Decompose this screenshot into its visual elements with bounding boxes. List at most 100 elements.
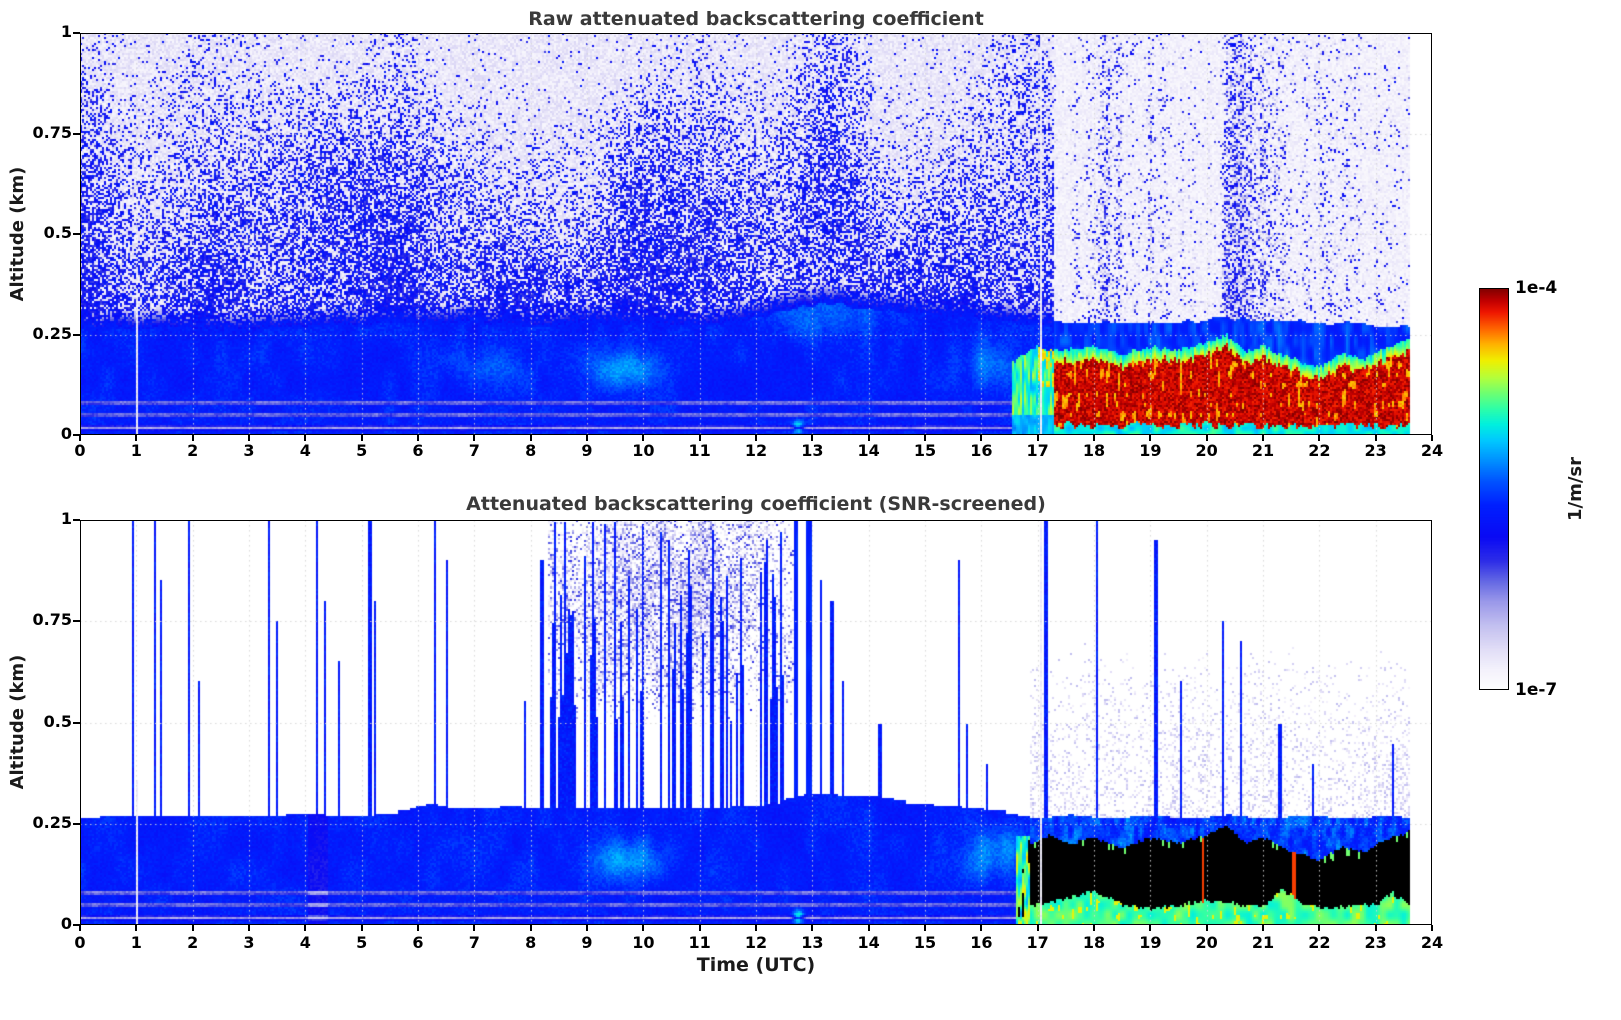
x-tick-label: 7	[468, 441, 480, 460]
x-tick-label: 17	[1026, 933, 1049, 952]
y-tick-mark	[73, 233, 80, 235]
x-tick-mark	[924, 435, 926, 441]
x-tick-label: 23	[1364, 441, 1387, 460]
x-tick-mark	[473, 925, 476, 931]
y-tick-label: 0.5	[43, 223, 72, 242]
x-tick-label: 14	[857, 933, 880, 952]
y-tick-label: 0.25	[32, 323, 72, 343]
x-tick-mark	[135, 435, 138, 441]
y-tick-label: 0.75	[32, 610, 72, 630]
x-tick-mark	[980, 435, 983, 441]
x-tick-mark	[924, 925, 926, 931]
x-tick-label: 18	[1082, 441, 1106, 460]
x-tick-label: 14	[857, 441, 880, 460]
x-tick-label: 18	[1082, 933, 1106, 952]
colorbar-max-label: 1e-4	[1515, 278, 1558, 298]
y-tick-mark	[73, 434, 80, 436]
x-tick-label: 19	[1139, 933, 1162, 952]
x-tick-mark	[867, 925, 870, 931]
x-tick-mark	[248, 435, 250, 441]
x-tick-label: 20	[1195, 441, 1218, 460]
x-tick-label: 15	[913, 441, 937, 460]
x-tick-label: 1	[130, 441, 142, 460]
x-tick-mark	[1205, 925, 1208, 931]
y-tick-label: 0.5	[43, 711, 72, 731]
x-tick-label: 0	[74, 441, 86, 460]
colorbar-unit-label: 1/m/sr	[1565, 456, 1586, 522]
x-tick-label: 8	[525, 933, 537, 952]
x-tick-mark	[529, 925, 532, 931]
y-tick-mark	[73, 333, 80, 336]
x-tick-mark	[980, 925, 983, 931]
x-tick-label: 6	[412, 441, 424, 460]
y-tick-mark	[73, 721, 80, 724]
x-tick-mark	[1374, 925, 1377, 931]
x-tick-mark	[698, 435, 701, 441]
x-tick-mark	[191, 925, 194, 931]
y-tick-label: 1	[60, 509, 72, 528]
x-tick-mark	[811, 435, 814, 441]
x-tick-label: 13	[801, 441, 824, 460]
x-tick-label: 24	[1420, 441, 1444, 460]
x-tick-label: 12	[744, 441, 768, 460]
time-axis-label: Time (UTC)	[696, 954, 816, 976]
x-tick-mark	[79, 435, 81, 441]
y-tick-mark	[73, 132, 80, 135]
x-tick-label: 21	[1251, 441, 1275, 460]
x-tick-mark	[473, 435, 476, 441]
x-tick-mark	[1149, 925, 1152, 931]
y-tick-label: 0.75	[32, 122, 72, 142]
x-tick-label: 0	[74, 933, 86, 952]
x-tick-label: 2	[187, 933, 199, 952]
x-tick-label: 10	[632, 933, 655, 952]
x-tick-label: 24	[1420, 933, 1444, 952]
x-tick-label: 19	[1139, 441, 1162, 460]
x-tick-label: 4	[299, 441, 311, 460]
x-tick-mark	[417, 925, 419, 931]
y-tick-mark	[73, 620, 80, 623]
x-tick-label: 11	[688, 933, 711, 952]
colorbar-gradient-canvas	[1479, 288, 1509, 690]
colorbar-min-label: 1e-7	[1515, 680, 1558, 700]
x-tick-label: 6	[412, 933, 424, 952]
x-tick-mark	[698, 925, 701, 931]
x-tick-mark	[1149, 435, 1152, 441]
x-tick-mark	[360, 925, 363, 931]
x-tick-mark	[304, 435, 307, 441]
x-tick-mark	[1318, 435, 1321, 441]
x-tick-mark	[1205, 435, 1208, 441]
x-tick-label: 5	[356, 933, 368, 952]
x-tick-mark	[755, 925, 757, 931]
x-tick-mark	[1318, 925, 1321, 931]
x-tick-label: 22	[1308, 441, 1331, 460]
x-tick-mark	[1431, 435, 1433, 441]
x-tick-mark	[417, 435, 419, 441]
x-tick-label: 4	[299, 933, 311, 952]
x-tick-label: 11	[688, 441, 711, 460]
x-tick-label: 5	[356, 441, 368, 460]
x-tick-label: 16	[970, 441, 993, 460]
x-tick-mark	[811, 925, 814, 931]
x-tick-label: 20	[1195, 933, 1218, 952]
x-tick-label: 23	[1364, 933, 1387, 952]
x-tick-mark	[1374, 435, 1377, 441]
x-tick-mark	[867, 435, 870, 441]
y-tick-mark	[73, 32, 80, 34]
x-tick-label: 7	[468, 933, 480, 952]
x-tick-mark	[1093, 435, 1095, 441]
x-tick-mark	[642, 925, 645, 931]
y-tick-label: 0	[60, 914, 72, 933]
x-tick-mark	[135, 925, 138, 931]
x-tick-label: 13	[801, 933, 824, 952]
x-tick-label: 2	[187, 441, 199, 460]
x-tick-mark	[1431, 925, 1433, 931]
x-tick-mark	[1036, 925, 1039, 931]
x-tick-label: 15	[913, 933, 937, 952]
y-tick-mark	[73, 822, 80, 825]
x-tick-label: 1	[130, 933, 142, 952]
x-tick-label: 10	[632, 441, 655, 460]
x-tick-mark	[191, 435, 194, 441]
x-tick-mark	[1093, 925, 1095, 931]
screened-plot-title: Attenuated backscattering coefficient (S…	[466, 493, 1046, 515]
